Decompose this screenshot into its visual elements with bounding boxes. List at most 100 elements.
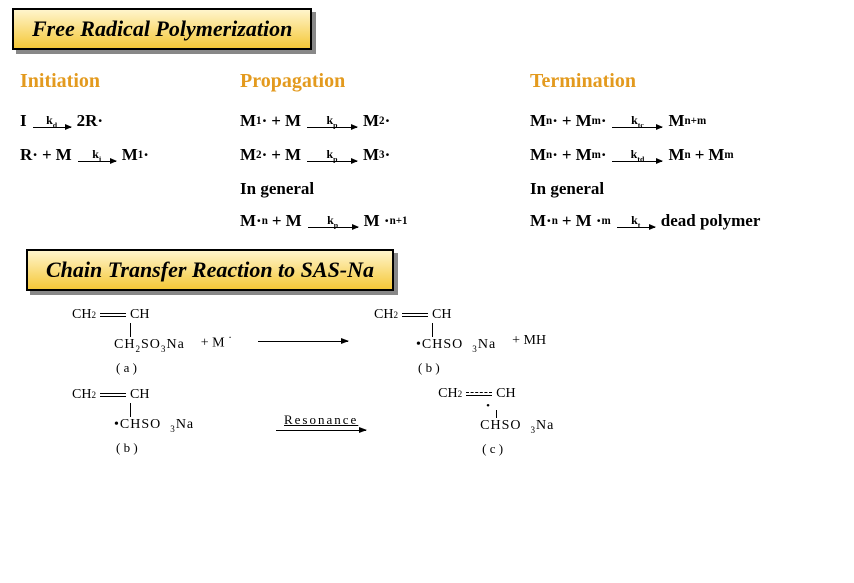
rate-k: k [92,147,99,161]
rate-k: k [46,113,53,127]
radical-dot: · [552,145,558,165]
double-bond-icon [100,313,126,317]
atom-sub: 2 [458,389,463,399]
atom: CH [72,387,91,403]
atom-sub: 2 [91,390,96,400]
reaction-arrow: kp [307,114,357,128]
eq-text: M [56,145,72,165]
plus: + [271,145,281,165]
reaction-arrow: ktc [612,114,662,128]
eq-sub: n+1 [390,215,408,227]
eq-text: M [576,145,592,165]
eq-text: M [668,145,684,165]
reaction-arrow: ki [78,148,116,162]
mol-label: ( b ) [116,440,138,456]
reaction-arrow: ktd [612,148,662,162]
atom: CHSO [422,337,463,352]
atom: CH [130,307,149,323]
termination-eq2: Mn· + Mm· ktd Mn + Mm [530,145,834,165]
atom: Na [176,417,194,432]
propagation-col: Propagation M1· + M kp M2· M2· + M kp M3… [232,70,522,245]
eq-text: + M [201,336,228,351]
eq-text: M· [530,211,552,231]
molecule-c: CH2 CH • CHSO 3Na ( c ) [438,386,554,457]
eq-text: M [530,111,546,131]
atom-sub: 2 [91,310,96,320]
atom: CH [72,307,91,323]
molecule-a: CH2 CH CH2SO3Na ( a ) [72,307,185,376]
radical-dot: · [262,145,268,165]
propagation-general-label: In general [240,179,514,199]
mol-label: ( a ) [116,360,137,376]
propagation-eq3: M·n + M kp M ·n+1 [240,211,514,231]
radical-dot: · [228,331,232,344]
atom: CH [438,386,457,402]
eq-text: M [363,111,379,131]
eq-text: M [240,145,256,165]
plus: + [695,145,705,165]
reaction-arrow: kd [33,114,71,128]
initiation-heading: Initiation [20,70,224,93]
atom: CHSO [480,418,521,433]
eq-sub: m [602,215,611,227]
atom: CH [130,387,149,403]
atom: Na [536,418,554,433]
main-title-box: Free Radical Polymerization [12,8,312,50]
atom: CH [114,337,135,352]
rate-k: k [631,113,638,127]
bond-icon [130,403,131,417]
plus-mh: + MH [512,333,546,349]
sub-title-box: Chain Transfer Reaction to SAS-Na [26,249,394,291]
molecule-b-2: CH2 CH •CHSO 3Na ( b ) [72,387,194,456]
eq-text: dead polymer [661,211,761,231]
termination-col: Termination Mn· + Mm· ktc Mn+m Mn· + Mm·… [522,70,842,245]
chem-row-1: CH2 CH CH2SO3Na ( a ) + M · CH2 CH •CHSO… [72,307,842,376]
eq-text: M [285,145,301,165]
radical-dot: • [486,402,490,410]
plus: + [562,211,572,231]
eq-text: M [240,111,256,131]
resonance-arrow: Resonance [266,412,376,431]
reaction-arrow: kp [307,148,357,162]
termination-eq1: Mn· + Mm· ktc Mn+m [530,111,834,131]
eq-sub: n+m [685,115,707,127]
plus: + [271,111,281,131]
atom: CH [432,307,451,323]
termination-eq3: M·n + M ·m kt dead polymer [530,211,834,231]
propagation-eq2: M2· + M kp M3· [240,145,514,165]
eq-text: R· [20,145,38,165]
plus: + [42,145,52,165]
eq-text: M [708,145,724,165]
bond-icon [496,410,497,418]
radical-dot: · [552,111,558,131]
atom: Na [166,337,184,352]
eq-text: M [668,111,684,131]
eq-sub: m [592,149,601,161]
atom-sub: 2 [393,310,398,320]
radical-dot: · [601,111,607,131]
eq-text: M · [576,211,602,231]
sub-title-wrap: Chain Transfer Reaction to SAS-Na [26,249,842,291]
atom: CH [374,307,393,323]
atom: Na [478,337,496,352]
mol-label: ( b ) [418,360,440,376]
eq-sub: n [552,215,558,227]
eq-sub: m [592,115,601,127]
bond-icon [432,323,433,337]
initiation-eq1: I kd 2R· [20,111,224,131]
plus-m-radical: + M · [201,331,232,352]
reaction-arrow [276,430,366,431]
resonance-label: Resonance [284,412,358,428]
eq-sub: m [724,149,733,161]
bond-icon [130,323,131,337]
eq-text: M · [364,211,390,231]
molecule-b-1: CH2 CH •CHSO 3Na ( b ) [374,307,496,376]
rate-k: k [327,213,334,227]
reaction-arrow: kt [617,214,655,228]
eq-text: M [363,145,379,165]
radical-dot: · [601,145,607,165]
reaction-arrow [258,341,348,342]
eq-text: M [286,211,302,231]
double-bond-icon [402,313,428,317]
radical-dot: · [262,111,268,131]
